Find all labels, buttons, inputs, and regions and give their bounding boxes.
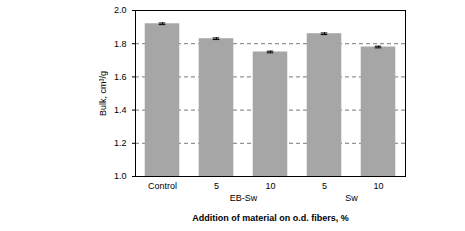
svg-text:Control: Control	[148, 181, 177, 191]
svg-text:Bulk, cm³/g: Bulk, cm³/g	[98, 71, 108, 116]
svg-text:1.4: 1.4	[114, 105, 127, 115]
svg-text:Addition of material on o.d. f: Addition of material on o.d. fibers, %	[192, 213, 349, 223]
svg-text:Sw: Sw	[345, 193, 358, 203]
svg-text:2.0: 2.0	[114, 5, 127, 15]
svg-text:10: 10	[373, 181, 383, 191]
svg-text:1.8: 1.8	[114, 39, 127, 49]
svg-text:EB-Sw: EB-Sw	[230, 193, 258, 203]
svg-text:5: 5	[322, 181, 327, 191]
svg-text:1.0: 1.0	[114, 171, 127, 181]
svg-text:10: 10	[265, 181, 275, 191]
svg-text:1.2: 1.2	[114, 138, 127, 148]
svg-text:5: 5	[214, 181, 219, 191]
svg-text:1.6: 1.6	[114, 72, 127, 82]
